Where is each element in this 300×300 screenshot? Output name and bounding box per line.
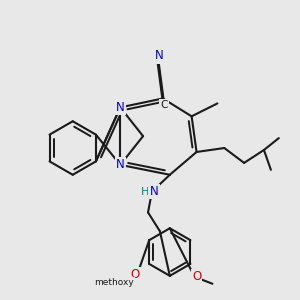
Text: C: C bbox=[160, 100, 168, 110]
Text: N: N bbox=[116, 101, 125, 114]
Text: N: N bbox=[116, 158, 125, 171]
Text: methoxy: methoxy bbox=[94, 278, 134, 287]
Text: H: H bbox=[141, 187, 149, 196]
Text: N: N bbox=[150, 185, 158, 198]
Text: O: O bbox=[130, 268, 140, 281]
Text: O: O bbox=[192, 270, 201, 283]
Text: N: N bbox=[154, 50, 163, 62]
